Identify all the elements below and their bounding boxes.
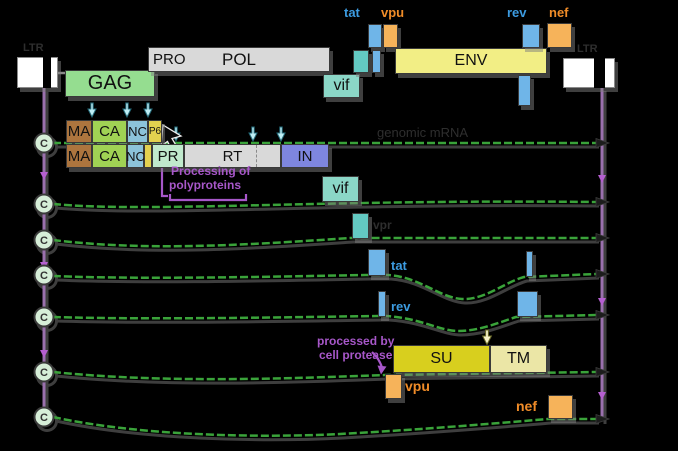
rev-exon1-gene-box bbox=[372, 50, 381, 73]
tm-box: TM bbox=[490, 345, 547, 373]
su-label: SU bbox=[430, 350, 453, 367]
ma-box-gag: MA bbox=[66, 120, 92, 143]
mrna-line-vif bbox=[52, 200, 597, 209]
tat-exon1-gene-box bbox=[368, 24, 382, 48]
rev-mrna-label: rev bbox=[391, 299, 411, 314]
rev-exon2-mrna-box bbox=[517, 291, 538, 317]
nef-mrna-box bbox=[548, 395, 573, 419]
vpu-mrna-box bbox=[385, 374, 402, 399]
ca-box-gag: CA bbox=[92, 120, 127, 143]
rev-gene-label: rev bbox=[507, 5, 527, 20]
env-cleavage-annotation-line1: processed by bbox=[317, 334, 395, 348]
rt-label: RT bbox=[222, 147, 243, 165]
transframe-box bbox=[144, 144, 152, 168]
cap-label: C bbox=[40, 138, 48, 150]
ltr-right-stripe bbox=[594, 58, 605, 88]
pro-label: PRO bbox=[153, 51, 186, 68]
cell-protease-annotation-arrowhead bbox=[377, 365, 387, 375]
mrna-line-rev bbox=[52, 313, 597, 333]
vpr-gene-box bbox=[353, 50, 369, 73]
vpr-mrna-label: vpr bbox=[373, 218, 392, 232]
in-box: IN bbox=[281, 144, 329, 168]
nef-gene-label: nef bbox=[549, 5, 569, 20]
pr-label: PR bbox=[157, 147, 179, 165]
genomic-mrna-label: genomic mRNA bbox=[377, 125, 469, 140]
rt-box: RT bbox=[184, 144, 281, 168]
env-label: ENV bbox=[454, 52, 488, 69]
mrna-line-vpr bbox=[52, 236, 596, 248]
vpu-mrna-label: vpu bbox=[405, 378, 430, 394]
rev-exon1-mrna-box bbox=[378, 291, 386, 317]
mrna-end-arrows bbox=[595, 137, 611, 425]
ma-label: MA bbox=[67, 123, 91, 140]
cap-label: C bbox=[40, 367, 48, 379]
tm-label: TM bbox=[506, 350, 531, 367]
processing-annotation-line2: polyproteins bbox=[169, 178, 242, 192]
ltr-right-box bbox=[563, 58, 615, 88]
su-box: SU bbox=[393, 345, 490, 373]
mrna-line-nef bbox=[52, 415, 596, 437]
nc-box-gag: NC bbox=[127, 120, 148, 143]
ma-box-gagpol: MA bbox=[66, 144, 92, 168]
nc-label: NC bbox=[128, 124, 147, 139]
tat-mrna-label: tat bbox=[391, 258, 407, 273]
vpr-mrna-box bbox=[352, 213, 369, 239]
nef-gene-box bbox=[547, 23, 572, 48]
nc-label: NC bbox=[126, 148, 145, 164]
vpu-gene-box bbox=[383, 24, 398, 48]
ca-label: CA bbox=[99, 147, 120, 165]
vif-gene-box: vif bbox=[323, 74, 360, 98]
vpu-gene-label: vpu bbox=[381, 5, 405, 20]
env-cleavage-annotation-line2: cell protease bbox=[319, 348, 393, 362]
mrna-line-env-vpu bbox=[52, 370, 597, 381]
cap-label: C bbox=[40, 199, 48, 211]
vif-mrna-label: vif bbox=[332, 180, 349, 197]
cap-label: C bbox=[40, 412, 48, 424]
in-label: IN bbox=[297, 147, 313, 165]
p6-label: P6 bbox=[148, 126, 162, 137]
cap-label: C bbox=[40, 312, 48, 324]
pol-label: POL bbox=[221, 49, 257, 69]
cap-circles: C C C C C C C bbox=[33, 132, 55, 428]
transcription-direction-arrows bbox=[40, 172, 606, 400]
tat-exon2-mrna-box bbox=[526, 251, 533, 277]
cap-label: C bbox=[40, 270, 48, 282]
gag-box: GAG bbox=[65, 70, 155, 97]
ltr-left-box bbox=[17, 57, 58, 88]
cell-protease-cleavage-arrow bbox=[481, 329, 493, 346]
vif-mrna-box: vif bbox=[322, 176, 359, 202]
env-box: ENV bbox=[395, 48, 547, 74]
processing-bracket bbox=[160, 168, 248, 202]
processing-annotation-line1: Processing of bbox=[171, 164, 251, 178]
pr-box: PR bbox=[152, 144, 184, 168]
gag-label: GAG bbox=[87, 72, 133, 94]
ltr-left-label: LTR bbox=[23, 42, 44, 54]
p6-box-gag: P6 bbox=[148, 120, 162, 143]
tat-exon2-gene-box bbox=[518, 75, 531, 106]
ca-box-gagpol: CA bbox=[92, 144, 127, 168]
ma-label: MA bbox=[67, 147, 91, 165]
tat-gene-label: tat bbox=[344, 5, 360, 20]
ca-label: CA bbox=[99, 123, 120, 140]
pro-pol-box: PRO POL bbox=[148, 47, 330, 72]
cap-label: C bbox=[40, 235, 48, 247]
vif-gene-label: vif bbox=[333, 77, 350, 94]
rev-exon2-gene-box bbox=[522, 24, 540, 48]
nef-mrna-label: nef bbox=[516, 398, 537, 414]
tat-exon1-mrna-box bbox=[368, 249, 386, 276]
ltr-left-stripe bbox=[43, 57, 51, 88]
nc-box-gagpol: NC bbox=[126, 144, 145, 168]
ltr-right-label: LTR bbox=[577, 43, 598, 55]
rt-rnaseh-divider bbox=[256, 145, 257, 167]
